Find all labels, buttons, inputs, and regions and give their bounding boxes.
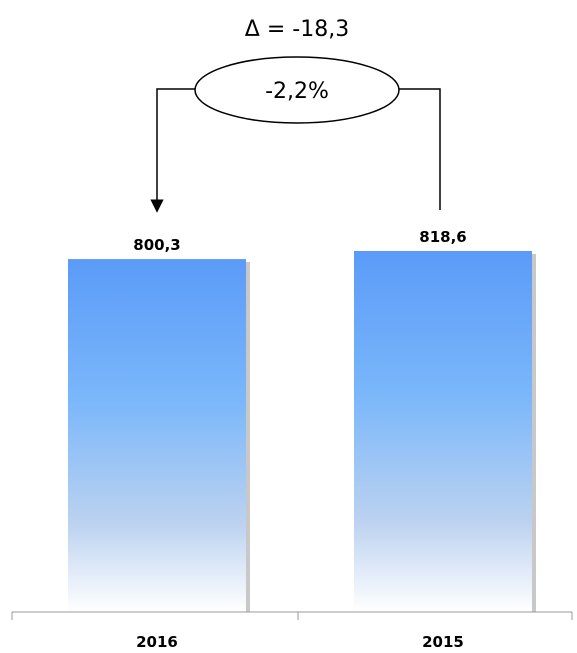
data-label-2015: 818,6 bbox=[419, 228, 466, 246]
delta-label: Δ = -18,3 bbox=[245, 17, 349, 42]
category-label-2015: 2015 bbox=[422, 633, 464, 651]
annotation-connector-right bbox=[398, 88, 441, 210]
data-labels-layer: 800,3 818,6 bbox=[133, 228, 466, 254]
percent-label: -2,2% bbox=[265, 79, 329, 104]
bars-layer bbox=[68, 251, 536, 612]
bar-2016 bbox=[68, 259, 246, 612]
category-labels-layer: 2016 2015 bbox=[136, 633, 464, 651]
bar-2015 bbox=[354, 251, 532, 612]
category-label-2016: 2016 bbox=[136, 633, 178, 651]
percent-oval bbox=[194, 56, 400, 124]
data-label-2016: 800,3 bbox=[133, 236, 180, 254]
annotation-arrow-left bbox=[150, 88, 196, 213]
